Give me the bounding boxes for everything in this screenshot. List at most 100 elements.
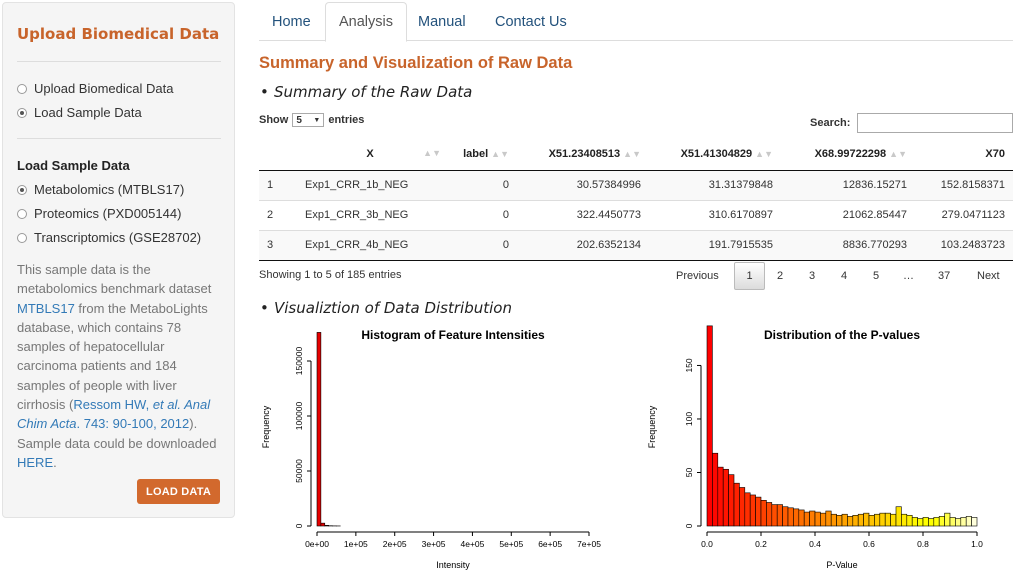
sort-icon: ▲▼ [423,147,441,158]
ref-author: Ressom HW, [73,397,153,413]
table-cell: 0 [449,229,517,261]
pager-next[interactable]: Next [977,270,1000,282]
pager-page[interactable]: 37 [938,270,951,282]
histogram-bar [847,516,854,527]
table-row[interactable]: 2 Exp1_CRR_3b_NEG 0 322.4450773 310.6170… [259,199,1013,230]
histogram-bar [766,502,773,527]
table-row[interactable]: 3 Exp1_CRR_4b_NEG 0 202.6352134 191.7915… [259,229,1013,261]
divider [17,61,221,62]
radio-proteomics[interactable]: Proteomics (PXD005144) [17,206,181,221]
column-header[interactable]: X68.99722298 ▲▼ [781,138,915,171]
histogram-bar [771,504,778,527]
table-cell: 31.31379848 [649,169,781,200]
table-cell: Exp1_CRR_4b_NEG [291,229,449,261]
histogram-bar [922,517,929,527]
histogram-bar [901,513,908,527]
histogram-bar [965,516,972,527]
reference-link[interactable]: Ressom HW, et al. Anal Chim Acta. 743: 9… [17,397,210,431]
radio-icon [17,208,27,219]
table-cell: 103.2483723 [915,229,1013,261]
show-label: Show [259,114,289,126]
tab-contact-us[interactable]: Contact Us [495,14,567,30]
x-tick-label: 5e+05 [499,539,523,549]
sort-icon: ▲▼ [755,148,773,159]
histogram-bar [814,511,821,527]
pager-page[interactable]: 2 [777,270,784,282]
radio-label: Proteomics (PXD005144) [34,206,182,221]
table-cell: 8836.770293 [781,229,915,261]
histogram-intensity-svg: Histogram of Feature Intensities 0e+00 1e+… [261,328,601,570]
column-header[interactable]: X ▲▼ [291,138,449,171]
histogram-bar [733,482,740,527]
x-tick-label: 0.6 [863,539,875,549]
table-cell: 12836.15271 [781,169,915,200]
radio-load-sample[interactable]: Load Sample Data [17,105,142,120]
pager-page[interactable]: 5 [873,270,880,282]
histogram-bar [739,487,746,527]
pager-page[interactable]: 3 [809,270,816,282]
table-row[interactable]: 1 Exp1_CRR_1b_NEG 0 30.57384996 31.31379… [259,169,1013,200]
mtbls17-link[interactable]: MTBLS17 [17,300,75,316]
table-cell: Exp1_CRR_3b_NEG [291,199,449,230]
radio-label: Transcriptomics (GSE28702) [34,230,202,245]
histogram-bar [890,513,897,527]
y-tick-label: 150 [684,358,694,372]
histogram-bar [917,518,924,527]
radio-upload-data[interactable]: Upload Biomedical Data [17,81,173,96]
histogram-bar [933,517,940,527]
table-cell: 152.8158371 [915,169,1013,200]
pager-page[interactable]: 4 [841,270,848,282]
column-header-label: X51.41304829 [680,147,753,160]
table-cell: 21062.85447 [781,199,915,230]
column-header[interactable]: X51.41304829 ▲▼ [649,138,781,171]
entries-label: entries [328,114,365,126]
table-cell: Exp1_CRR_1b_NEG [291,169,449,200]
pvalue-distribution-chart: Distribution of the P-values 0.0 0.2 0.4 0.6… [645,322,990,572]
page-length-value: 5 [296,114,302,126]
summary-heading: Summary of the Raw Data [260,83,472,101]
y-tick-label: 100000 [294,402,304,431]
divider [17,138,221,139]
load-data-button[interactable]: LOAD DATA [137,479,220,504]
column-header[interactable] [259,138,291,171]
column-header[interactable]: X51.23408513 ▲▼ [517,138,649,171]
histogram-bar [820,512,827,527]
column-header[interactable]: label ▲▼ [449,138,517,171]
histogram-bar [857,513,864,527]
ref-journal: et al. Anal Chim Acta [17,397,211,432]
y-tick-label: 100 [684,412,694,426]
sample-section-label: Load Sample Data [17,158,130,173]
tab-manual[interactable]: Manual [418,14,466,30]
table-cell: 279.0471123 [915,199,1013,230]
radio-metabolomics[interactable]: Metabolomics (MTBLS17) [17,182,184,197]
histogram-bar [749,494,756,527]
histogram-bar [836,514,843,527]
sample-description: This sample data is the metabolomics ben… [17,260,225,472]
pager-ellipsis: … [903,270,914,282]
radio-transcriptomics[interactable]: Transcriptomics (GSE28702) [17,230,201,245]
page-length-select[interactable]: 5 ▼ [292,113,325,127]
pager-previous[interactable]: Previous [676,270,719,282]
tab-home[interactable]: Home [272,14,311,30]
column-header-label: label [463,147,489,160]
histogram-bar [320,522,326,527]
histogram-bar [776,504,783,527]
search-input[interactable] [857,113,1013,133]
x-tick-label: 0.0 [701,539,713,549]
x-tick-label: 4e+05 [460,539,484,549]
y-axis-label: Frequency [261,405,271,448]
page-title: Summary and Visualization of Raw Data [259,54,573,72]
histogram-bar [830,513,837,527]
histogram-bar [971,517,978,527]
column-header[interactable]: X70 [915,138,1013,171]
download-here-link[interactable]: HERE [17,454,54,470]
radio-label: Upload Biomedical Data [34,81,174,96]
histogram-bar [744,492,751,527]
table-header-row: X ▲▼ label ▲▼ X51.23408513 ▲▼ X51.41304829 ▲… [259,138,1013,171]
pager-page-current[interactable]: 1 [734,262,765,290]
radio-icon [17,232,27,243]
tab-analysis[interactable]: Analysis [325,2,407,42]
sidebar-title: Upload Biomedical Data [17,25,220,43]
histogram-bar [755,496,762,527]
radio-selected-icon [17,107,27,118]
